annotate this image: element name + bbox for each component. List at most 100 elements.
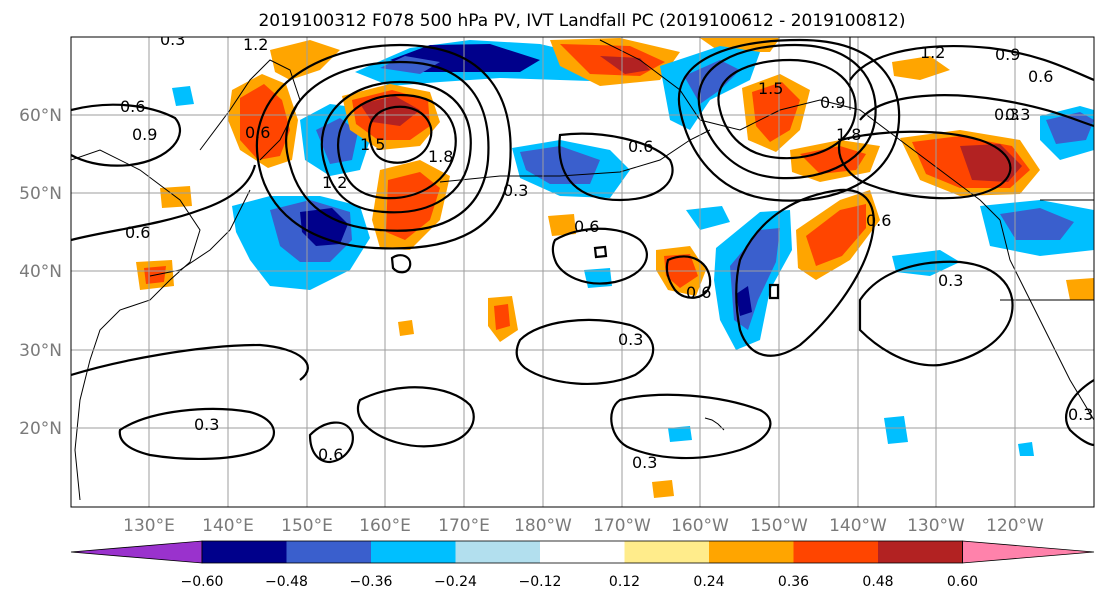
contour-label: 0.3: [938, 271, 963, 290]
lat-label-40n: 40°N: [19, 262, 62, 282]
contour-label: 0.6: [125, 223, 150, 242]
pv-contour-goa-ring-2: [697, 43, 877, 180]
lon-label-130e: 130°E: [123, 516, 175, 536]
pv-contour-03-south-mid: [356, 386, 475, 448]
contour-label: 0.9: [995, 45, 1020, 64]
colorbar-segment: [455, 541, 540, 563]
contour-label: 0.3: [160, 30, 185, 49]
coastlines: [71, 37, 1094, 501]
pv-contour-small-3: [390, 254, 412, 274]
pv-contour-06-mid: [551, 227, 648, 285]
lon-label-160e: 160°E: [359, 516, 411, 536]
pv-contour-06-south: [308, 421, 354, 464]
contour-label: 0.9: [132, 125, 157, 144]
contour-label: 0.6: [686, 283, 711, 302]
colorbar-tick-labels: −0.60 −0.48 −0.36 −0.24 −0.12 0.12 0.24 …: [181, 574, 979, 590]
contour-label: 0.3: [994, 105, 1019, 124]
lon-label-170e: 170°E: [438, 516, 490, 536]
colorbar-tick-label: −0.12: [519, 574, 562, 590]
shade-bering-royal: [380, 56, 440, 74]
coast-asia: [71, 149, 201, 501]
pv-contour-03-ep: [735, 188, 875, 357]
pv-contour-small-2: [768, 283, 780, 300]
shade-ep-navy: [736, 286, 752, 316]
contour-label: 0.3: [618, 330, 643, 349]
colorbar-segment: [878, 541, 963, 563]
shade-small-blue-4: [172, 86, 194, 106]
colorbar-extend-left: [70, 540, 203, 564]
contour-label: 1.2: [322, 173, 347, 192]
shade-japan-navy: [300, 208, 348, 246]
shade-small-orange-4: [652, 480, 674, 498]
map-title: 2019100312 F078 500 hPa PV, IVT Landfall…: [258, 11, 905, 31]
colorbar-tick-label: −0.24: [434, 574, 477, 590]
shade-kamchatka-red: [240, 84, 290, 160]
contour-label: 0.3: [1005, 105, 1030, 124]
pv-contour-06-west: [71, 103, 182, 167]
contour-label: 1.8: [836, 125, 861, 144]
latitude-labels: 60°N 50°N 40°N 30°N 20°N: [19, 106, 62, 439]
contour-label: 1.5: [758, 79, 783, 98]
shade-small-blue-5: [1018, 442, 1034, 456]
colorbar-segment: [624, 541, 709, 563]
pv-contour-low-ring-4: [255, 43, 512, 250]
pv-contour-03-far-se: [1065, 379, 1094, 447]
contour-label: 0.6: [1028, 67, 1053, 86]
contour-labels: 0.6 0.9 1.2 0.6 0.6 1.2 1.5 1.8 0.3 0.6 …: [120, 30, 1093, 472]
contour-label: 0.3: [632, 453, 657, 472]
lat-label-50n: 50°N: [19, 184, 62, 204]
lat-label-30n: 30°N: [19, 341, 62, 361]
pv-contour-goa-ring-3: [677, 38, 901, 202]
coast-westus: [999, 219, 1094, 421]
shade-ep-red: [806, 204, 866, 266]
lon-label-140w: 140°W: [829, 516, 887, 536]
pv-contour-goa-ring-1: [717, 58, 857, 160]
shade-small-blue-1: [884, 416, 908, 444]
colorbar-tick-label: 0.48: [862, 574, 893, 590]
longitude-labels: 130°E 140°E 150°E 160°E 170°E 180°W 170°…: [123, 516, 1044, 536]
map-border: [70, 36, 1095, 508]
contour-label: 1.2: [243, 35, 268, 54]
lon-label-130w: 130°W: [907, 516, 965, 536]
pv-contour-06-dateline: [558, 132, 674, 202]
colorbar-tick-label: −0.48: [265, 574, 308, 590]
shade-small-blue-2: [668, 426, 692, 442]
contour-label: 0.6: [318, 445, 343, 464]
shade-pnw-dkred: [960, 144, 1022, 182]
colorbar-extend-right: [962, 540, 1095, 564]
lon-label-150w: 150°W: [750, 516, 808, 536]
shade-lowcenter-dkred: [360, 96, 420, 126]
contour-label: 0.3: [194, 415, 219, 434]
pv-contour-03-nw: [837, 130, 1012, 200]
lon-label-180w: 180°W: [514, 516, 572, 536]
shade-mid-orange: [548, 214, 576, 236]
contour-label: 1.5: [360, 135, 385, 154]
contour-label: 0.6: [574, 217, 599, 236]
contour-label: 0.6: [120, 97, 145, 116]
colorbar-segment: [286, 541, 371, 563]
pv-contour-03-south: [118, 407, 276, 461]
lat-label-60n: 60°N: [19, 106, 62, 126]
pv-contour-low-inner: [368, 105, 433, 164]
coast-kamchatka: [199, 59, 301, 161]
pv-contour-03-east: [858, 260, 1014, 367]
colorbar-tick-label: −0.60: [181, 574, 224, 590]
contour-label: 1.2: [920, 43, 945, 62]
shade-east-royal-1: [1046, 112, 1094, 144]
map-panel: 0.6 0.9 1.2 0.6 0.6 1.2 1.5 1.8 0.3 0.6 …: [70, 30, 1095, 508]
colorbar-segment: [709, 541, 794, 563]
colorbar-tick-label: 0.12: [609, 574, 640, 590]
pv-contours: [71, 38, 1094, 464]
colorbar-segment: [202, 541, 287, 563]
shade-mid-blue: [686, 206, 730, 230]
pv-contour-06-sw: [71, 164, 257, 242]
pv-contour-03-central: [515, 318, 655, 385]
colorbar-tick-label: 0.24: [693, 574, 724, 590]
contour-label: 0.6: [866, 211, 891, 230]
pv-contour-ne-2: [859, 94, 1094, 128]
lon-label-140e: 140°E: [202, 516, 254, 536]
shade-top-orange-3: [270, 40, 340, 80]
lon-label-150e: 150°E: [281, 516, 333, 536]
shade-east-royal-2: [1000, 208, 1074, 240]
